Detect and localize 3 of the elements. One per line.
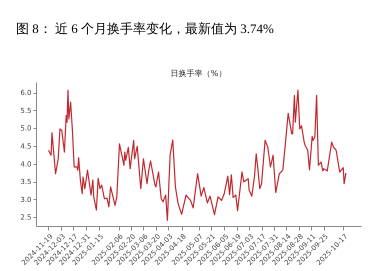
chart-title: 图 8： 近 6 个月换手率变化，最新值为 3.74% bbox=[15, 20, 275, 38]
chart-subtitle: 日换手率（%） bbox=[170, 69, 226, 78]
line-series bbox=[48, 90, 347, 221]
